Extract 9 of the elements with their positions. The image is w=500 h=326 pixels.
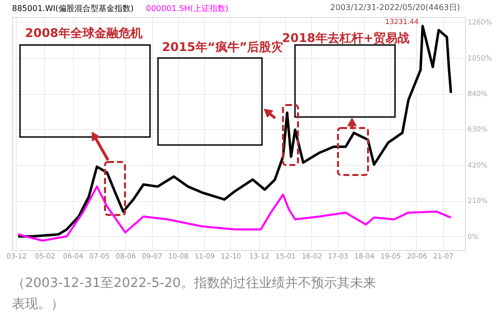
text: 885001.WI(偏股混合型基金指数) [12,4,134,13]
text: 2003/12/31-2022/05/20(4463日) [330,3,460,12]
text: （2003-12-31至2022-5-20。指数的过往业绩并不预示其未来表现。） [12,276,376,312]
annotation: 2008年全球金融危机 [25,26,142,40]
text: 000001.SH(上证指数) [146,4,228,13]
line-series [16,24,452,238]
annotation: 2015年“疯牛”后股灾 [162,40,284,54]
annotation: 2018年去杠杆+贸易战 [282,31,410,45]
line-series [17,186,452,242]
